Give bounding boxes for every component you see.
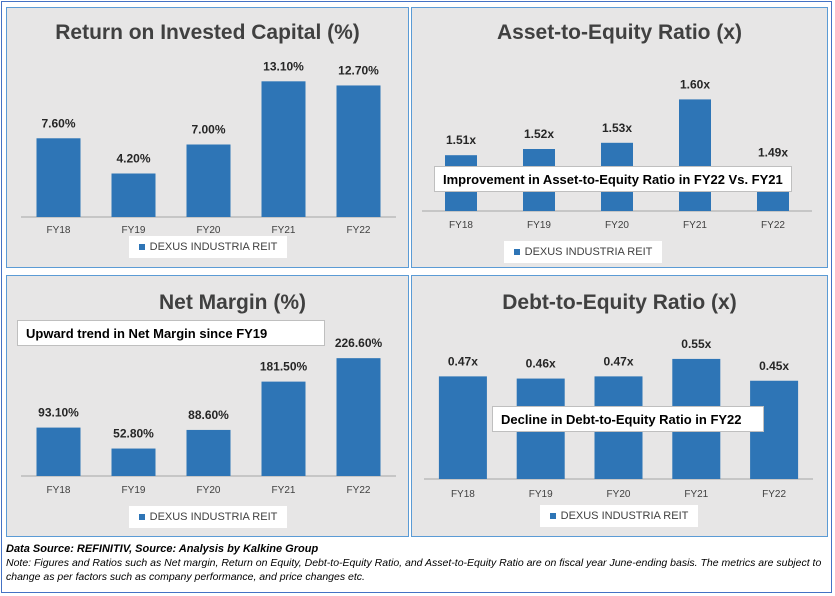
debt-to-equity-x-tick-fy20: FY20 — [607, 489, 631, 500]
roic-x-tick-fy20: FY20 — [197, 225, 221, 236]
legend-label: DEXUS INDUSTRIA REIT — [524, 246, 653, 258]
asset-to-equity-x-tick-fy21: FY21 — [683, 220, 707, 231]
net-margin-x-tick-fy18: FY18 — [47, 485, 71, 496]
debt-to-equity-annotation: Decline in Debt-to-Equity Ratio in FY22 — [492, 406, 764, 432]
net-margin-x-tick-fy19: FY19 — [122, 485, 146, 496]
roic-x-tick-fy19: FY19 — [122, 225, 146, 236]
debt-to-equity-x-tick-fy19: FY19 — [529, 489, 553, 500]
asset-to-equity-annotation: Improvement in Asset-to-Equity Ratio in … — [434, 166, 792, 192]
legend-swatch — [513, 249, 520, 255]
net-margin-x-tick-fy22: FY22 — [347, 485, 371, 496]
roic-data-label-fy22: 12.70% — [338, 63, 379, 77]
legend-swatch — [138, 514, 145, 520]
legend-label: DEXUS INDUSTRIA REIT — [560, 510, 689, 522]
legend-swatch — [549, 513, 556, 519]
asset-to-equity-x-tick-fy18: FY18 — [449, 220, 473, 231]
asset-to-equity-chart-svg: 1.51x FY18 1.52x FY19 1.53x FY20 1.60x FY21 1.49… — [422, 77, 812, 231]
debt-to-equity-data-label-fy19: 0.46x — [526, 357, 556, 371]
net-margin-bar-fy18 — [36, 427, 81, 476]
roic-data-label-fy21: 13.10% — [263, 59, 304, 73]
asset-to-equity-data-label-fy20: 1.53x — [602, 121, 632, 135]
net-margin-data-label-fy21: 181.50% — [260, 360, 308, 374]
debt-to-equity-data-label-fy22: 0.45x — [759, 359, 789, 373]
debt-to-equity-data-label-fy21: 0.55x — [681, 337, 711, 351]
debt-to-equity-x-tick-fy21: FY21 — [684, 489, 708, 500]
debt-to-equity-chart-legend: DEXUS INDUSTRIA REIT — [540, 505, 698, 527]
asset-to-equity-chart-panel: Asset-to-Equity Ratio (x) 1.51x FY18 1.52x… — [411, 7, 828, 268]
debt-to-equity-chart-title: Debt-to-Equity Ratio (x) — [502, 291, 737, 314]
asset-to-equity-bar-fy21 — [679, 99, 711, 211]
net-margin-chart-svg: 93.10% FY18 52.80% FY19 88.60% FY20 181.50% FY2… — [21, 336, 396, 496]
debt-to-equity-x-tick-fy22: FY22 — [762, 489, 786, 500]
roic-data-label-fy20: 7.00% — [191, 123, 225, 137]
asset-to-equity-data-label-fy19: 1.52x — [524, 127, 554, 141]
roic-bar-fy22 — [336, 85, 381, 217]
net-margin-annotation: Upward trend in Net Margin since FY19 — [17, 320, 325, 346]
asset-to-equity-x-tick-fy20: FY20 — [605, 220, 629, 231]
legend-label: DEXUS INDUSTRIA REIT — [149, 241, 278, 253]
net-margin-data-label-fy22: 226.60% — [335, 336, 383, 350]
debt-to-equity-data-label-fy18: 0.47x — [448, 354, 478, 368]
roic-data-label-fy19: 4.20% — [116, 152, 150, 166]
debt-to-equity-chart-panel: Debt-to-Equity Ratio (x) 0.47x FY18 0.46x F… — [411, 275, 828, 537]
roic-x-tick-fy22: FY22 — [347, 225, 371, 236]
legend-swatch — [138, 244, 145, 250]
roic-chart-legend: DEXUS INDUSTRIA REIT — [129, 236, 287, 258]
net-margin-data-label-fy18: 93.10% — [38, 406, 79, 420]
asset-to-equity-data-label-fy21: 1.60x — [680, 77, 710, 91]
net-margin-data-label-fy19: 52.80% — [113, 427, 154, 441]
asset-to-equity-data-label-fy18: 1.51x — [446, 133, 476, 147]
footnote-text: Note: Figures and Ratios such as Net mar… — [6, 557, 822, 583]
roic-chart-title: Return on Invested Capital (%) — [55, 21, 360, 44]
roic-chart-svg: 7.60% FY18 4.20% FY19 7.00% FY20 13.10% FY21 12.… — [21, 59, 396, 236]
net-margin-bar-fy20 — [186, 429, 231, 476]
roic-bar-fy19 — [111, 173, 156, 217]
data-source-text: Data Source: REFINITIV, Source: Analysis… — [6, 543, 319, 555]
net-margin-x-tick-fy20: FY20 — [197, 485, 221, 496]
roic-data-label-fy18: 7.60% — [41, 116, 75, 130]
debt-to-equity-x-tick-fy18: FY18 — [451, 489, 475, 500]
asset-to-equity-data-label-fy22: 1.49x — [758, 146, 788, 160]
legend-label: DEXUS INDUSTRIA REIT — [149, 511, 278, 523]
net-margin-data-label-fy20: 88.60% — [188, 408, 229, 422]
net-margin-x-tick-fy21: FY21 — [272, 485, 296, 496]
net-margin-chart-title: Net Margin (%) — [159, 291, 306, 314]
roic-bar-fy18 — [36, 138, 81, 217]
roic-x-tick-fy21: FY21 — [272, 225, 296, 236]
asset-to-equity-chart-legend: DEXUS INDUSTRIA REIT — [504, 241, 662, 263]
asset-to-equity-x-tick-fy19: FY19 — [527, 220, 551, 231]
net-margin-bar-fy21 — [261, 381, 306, 476]
roic-bar-fy21 — [261, 81, 306, 217]
roic-chart-panel: Return on Invested Capital (%) 7.60% FY18… — [6, 7, 409, 268]
net-margin-bar-fy22 — [336, 358, 381, 476]
asset-to-equity-chart-title: Asset-to-Equity Ratio (x) — [496, 21, 742, 44]
debt-to-equity-data-label-fy20: 0.47x — [603, 354, 633, 368]
net-margin-chart-panel: Net Margin (%) 93.10% FY18 52.80% FY19 88.60… — [6, 275, 409, 537]
net-margin-bar-fy19 — [111, 448, 156, 476]
debt-to-equity-bar-fy18 — [438, 376, 487, 479]
asset-to-equity-x-tick-fy22: FY22 — [761, 220, 785, 231]
roic-x-tick-fy18: FY18 — [47, 225, 71, 236]
roic-bar-fy20 — [186, 144, 231, 217]
net-margin-chart-legend: DEXUS INDUSTRIA REIT — [129, 506, 287, 528]
footer: Data Source: REFINITIV, Source: Analysis… — [6, 543, 828, 584]
